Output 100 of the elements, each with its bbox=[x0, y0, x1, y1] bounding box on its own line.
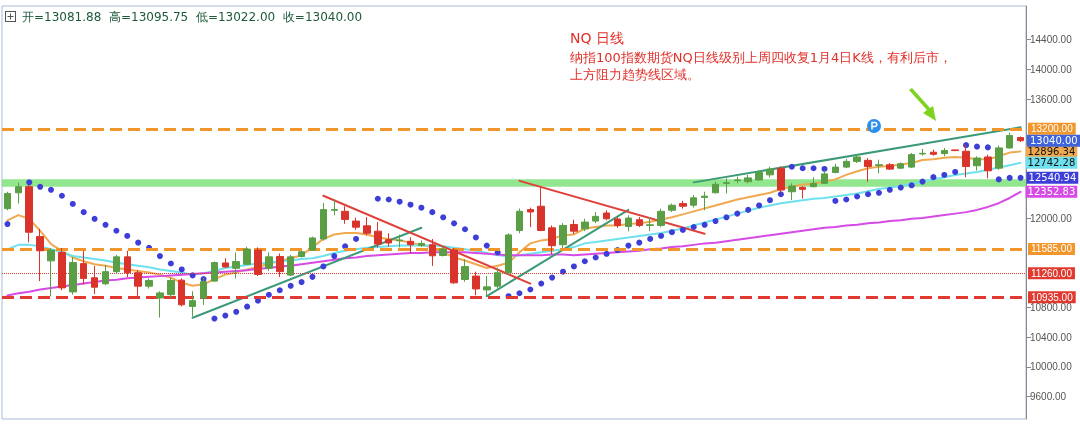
candlestick bbox=[625, 214, 632, 232]
candlestick bbox=[69, 256, 77, 296]
candlestick bbox=[614, 216, 621, 229]
data-label: 12742.28 bbox=[1027, 157, 1076, 169]
candlestick bbox=[919, 148, 926, 157]
candlestick bbox=[461, 258, 469, 283]
candlestick bbox=[1006, 132, 1013, 150]
y-tick-label: 13600.00 bbox=[1030, 93, 1073, 105]
candlestick bbox=[287, 254, 294, 277]
candlestick bbox=[145, 277, 153, 290]
candlestick bbox=[603, 209, 610, 221]
y-tick-label: 12000.00 bbox=[1030, 212, 1073, 224]
candlestick bbox=[810, 176, 817, 188]
candlestick bbox=[363, 216, 371, 237]
candlestick bbox=[984, 154, 992, 179]
candlestick bbox=[766, 166, 774, 179]
text: 13040.00 bbox=[1030, 135, 1078, 147]
candlestick bbox=[657, 208, 665, 228]
candlestick bbox=[298, 250, 305, 259]
candlestick bbox=[973, 155, 981, 171]
ref-line-label: 13200.00 bbox=[1031, 123, 1074, 135]
candlestick bbox=[505, 232, 512, 275]
y-tick-label: 14000.00 bbox=[1030, 63, 1073, 75]
data-label: 12352.83 bbox=[1027, 186, 1076, 198]
candlestick bbox=[331, 198, 338, 216]
candlestick bbox=[646, 216, 654, 232]
candlestick bbox=[581, 218, 589, 232]
candlestick bbox=[951, 149, 959, 152]
candlestick bbox=[755, 169, 763, 182]
y-tick-label: 10400.00 bbox=[1030, 331, 1073, 343]
line-series bbox=[6, 190, 1022, 297]
candlestick bbox=[113, 254, 120, 275]
candlestick bbox=[897, 161, 904, 170]
candlestick bbox=[407, 236, 414, 254]
candlestick bbox=[352, 217, 360, 231]
candlestick bbox=[875, 159, 883, 174]
candlestick bbox=[265, 251, 273, 272]
candlestick bbox=[385, 232, 392, 248]
candlestick bbox=[537, 186, 545, 232]
data-label: 12896.34 bbox=[1027, 145, 1076, 157]
data-label: 12540.94 bbox=[1028, 172, 1077, 184]
candlestick bbox=[320, 202, 327, 242]
ref-line-label: 11585.00 bbox=[1031, 243, 1073, 255]
candlestick bbox=[995, 145, 1003, 171]
candlestick bbox=[15, 182, 22, 205]
ref-line-label: 11260.00 bbox=[1031, 267, 1073, 279]
candlestick bbox=[941, 147, 948, 157]
candlestick bbox=[930, 149, 937, 157]
candlestick bbox=[47, 247, 55, 297]
candlestick bbox=[374, 221, 382, 248]
candlestick bbox=[429, 238, 436, 267]
line-series bbox=[6, 150, 1022, 287]
candlestick bbox=[592, 211, 599, 224]
candlestick bbox=[4, 191, 11, 211]
candlestick bbox=[668, 203, 676, 213]
candlestick bbox=[418, 239, 425, 248]
candlestick bbox=[701, 191, 708, 211]
candlestick bbox=[843, 158, 850, 169]
candlestick bbox=[222, 257, 229, 269]
y-tick-label: 14400.00 bbox=[1030, 33, 1073, 45]
candlestick bbox=[527, 207, 534, 228]
candlestick bbox=[341, 205, 349, 225]
candlestick bbox=[723, 177, 730, 194]
annotation: 开=13081.88 高=13095.75 低=13022.00 收=13040.00 bbox=[22, 10, 363, 24]
candlestick bbox=[483, 275, 491, 297]
y-tick-label: 10800.00 bbox=[1030, 301, 1073, 313]
candlestick bbox=[712, 181, 719, 194]
candlestick bbox=[211, 261, 218, 283]
candlestick bbox=[908, 152, 915, 169]
candlestick bbox=[309, 236, 316, 252]
candlestick bbox=[679, 200, 687, 210]
candlestick bbox=[690, 194, 697, 209]
candlestick bbox=[396, 234, 403, 248]
candlestick bbox=[516, 208, 523, 234]
candlestick bbox=[853, 154, 861, 164]
candlestick bbox=[570, 219, 578, 235]
candlestick bbox=[167, 277, 175, 299]
candlestick bbox=[799, 185, 806, 200]
candlestick bbox=[559, 222, 567, 249]
candlestick bbox=[494, 267, 501, 290]
candlestick bbox=[788, 182, 796, 201]
candlestick bbox=[548, 224, 556, 255]
ref-line-label: 10935.00 bbox=[1031, 291, 1074, 303]
candlestick bbox=[232, 251, 240, 279]
candlestick bbox=[636, 216, 643, 228]
candlestick bbox=[734, 176, 741, 184]
candlestick bbox=[102, 264, 109, 286]
y-tick-label: 10000.00 bbox=[1030, 361, 1073, 373]
candlestick bbox=[439, 245, 447, 257]
candlestick bbox=[156, 290, 164, 319]
text: 纳指100指数期货NQ日线级别上周四收复1月4日K线，有利后市，上方阻力趋势线区域。 bbox=[570, 50, 952, 82]
candlestick bbox=[744, 174, 752, 184]
candlestick bbox=[832, 163, 839, 174]
y-tick-label: 9600.00 bbox=[1030, 391, 1067, 403]
candlestick bbox=[886, 162, 894, 171]
candlestick bbox=[864, 157, 872, 183]
candlestick bbox=[243, 246, 251, 266]
text: NQ 日线 bbox=[570, 30, 624, 46]
candlestick bbox=[189, 290, 196, 318]
candlestick bbox=[1017, 136, 1024, 143]
